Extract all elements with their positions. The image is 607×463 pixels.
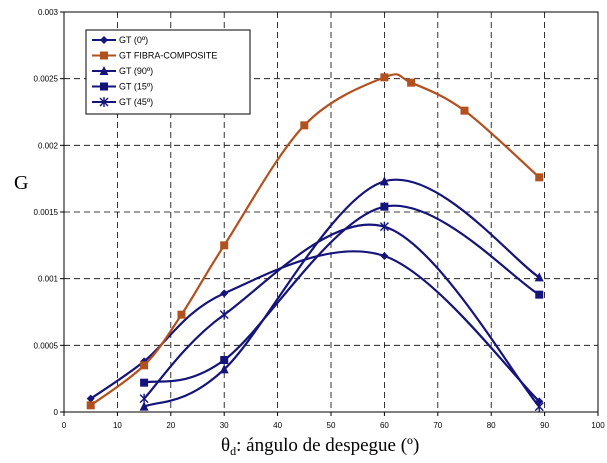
data-point bbox=[379, 221, 389, 232]
data-point bbox=[220, 289, 229, 298]
data-point bbox=[177, 310, 186, 319]
series-1 bbox=[86, 73, 544, 410]
legend-swatch-marker bbox=[99, 97, 109, 107]
data-point bbox=[379, 176, 389, 186]
x-tick-label: 40 bbox=[273, 421, 282, 430]
data-point bbox=[219, 364, 229, 374]
data-point bbox=[380, 202, 389, 211]
data-point bbox=[300, 121, 309, 130]
legend-swatch-marker bbox=[100, 82, 108, 91]
x-tick-label: 30 bbox=[220, 421, 229, 430]
data-point bbox=[380, 73, 389, 82]
data-point bbox=[220, 356, 229, 364]
y-tick-label: 0.002 bbox=[38, 141, 59, 150]
x-tick-label: 10 bbox=[113, 421, 122, 430]
x-tick-label: 70 bbox=[433, 421, 442, 430]
legend-label: GT (0º) bbox=[119, 35, 148, 45]
series-line bbox=[143, 223, 541, 408]
data-point bbox=[219, 309, 229, 320]
legend: GT (0º) GT FIBRA-COMPOSITE GT (90º) GT (15º… bbox=[85, 29, 251, 115]
y-tick-label: 0.0025 bbox=[34, 75, 59, 84]
data-point bbox=[407, 78, 416, 87]
legend-item: GT (90º) bbox=[92, 66, 153, 76]
grid bbox=[64, 12, 598, 412]
legend-item: GT (0º) bbox=[92, 35, 148, 45]
x-tick-label: 100 bbox=[591, 421, 605, 430]
legend-item: GT (15º) bbox=[92, 82, 153, 92]
legend-label: GT (90º) bbox=[119, 66, 153, 76]
x-axis-label-text: : ángulo de despegue (º) bbox=[236, 435, 419, 456]
legend-swatch-marker bbox=[100, 36, 108, 44]
tick-labels: 0 10 20 30 40 50 60 70 80 90 100 0 0.0005 0.001 0.0015… bbox=[34, 8, 606, 430]
legend-item: GT (45º) bbox=[92, 97, 153, 107]
x-tick-label: 20 bbox=[166, 421, 175, 430]
series-line bbox=[90, 250, 541, 403]
y-tick-label: 0.0015 bbox=[34, 208, 59, 217]
series-3 bbox=[140, 202, 544, 387]
data-point bbox=[139, 401, 149, 411]
x-tick-label: 80 bbox=[487, 421, 496, 430]
y-tick-label: 0.0005 bbox=[34, 341, 59, 350]
series-line bbox=[90, 73, 540, 407]
series-layer bbox=[86, 73, 544, 412]
legend-label: GT FIBRA-COMPOSITE bbox=[119, 51, 217, 61]
data-point bbox=[86, 394, 95, 403]
legend-swatch-marker bbox=[99, 66, 109, 75]
legend-label: GT (15º) bbox=[119, 82, 153, 92]
legend-item: GT FIBRA-COMPOSITE bbox=[92, 51, 217, 61]
x-axis-label: θd: ángulo de despegue (º) bbox=[221, 435, 419, 458]
x-tick-label: 90 bbox=[540, 421, 549, 430]
x-axis-label-subscript: d bbox=[230, 444, 236, 458]
data-point bbox=[220, 241, 229, 250]
data-point bbox=[535, 290, 544, 299]
data-point bbox=[140, 361, 149, 370]
y-tick-label: 0.001 bbox=[38, 275, 59, 284]
y-tick-label: 0 bbox=[54, 408, 59, 417]
y-tick-label: 0.003 bbox=[38, 8, 59, 17]
data-point bbox=[86, 401, 95, 410]
y-axis-label: G bbox=[14, 172, 28, 194]
data-point bbox=[140, 378, 149, 387]
data-point bbox=[534, 272, 544, 282]
legend-swatch-marker bbox=[100, 51, 108, 60]
legend-label: GT (45º) bbox=[119, 97, 153, 107]
data-point bbox=[534, 401, 544, 412]
series-4 bbox=[139, 221, 544, 412]
data-point bbox=[139, 393, 149, 404]
x-tick-label: 50 bbox=[327, 421, 336, 430]
data-point bbox=[460, 106, 469, 115]
series-line bbox=[143, 178, 540, 408]
x-axis-label-symbol: θ bbox=[221, 435, 230, 456]
x-tick-label: 60 bbox=[380, 421, 389, 430]
series-2 bbox=[139, 176, 544, 411]
x-tick-label: 0 bbox=[62, 421, 67, 430]
series-line bbox=[143, 204, 540, 384]
data-point bbox=[380, 252, 389, 260]
data-point bbox=[535, 173, 544, 182]
